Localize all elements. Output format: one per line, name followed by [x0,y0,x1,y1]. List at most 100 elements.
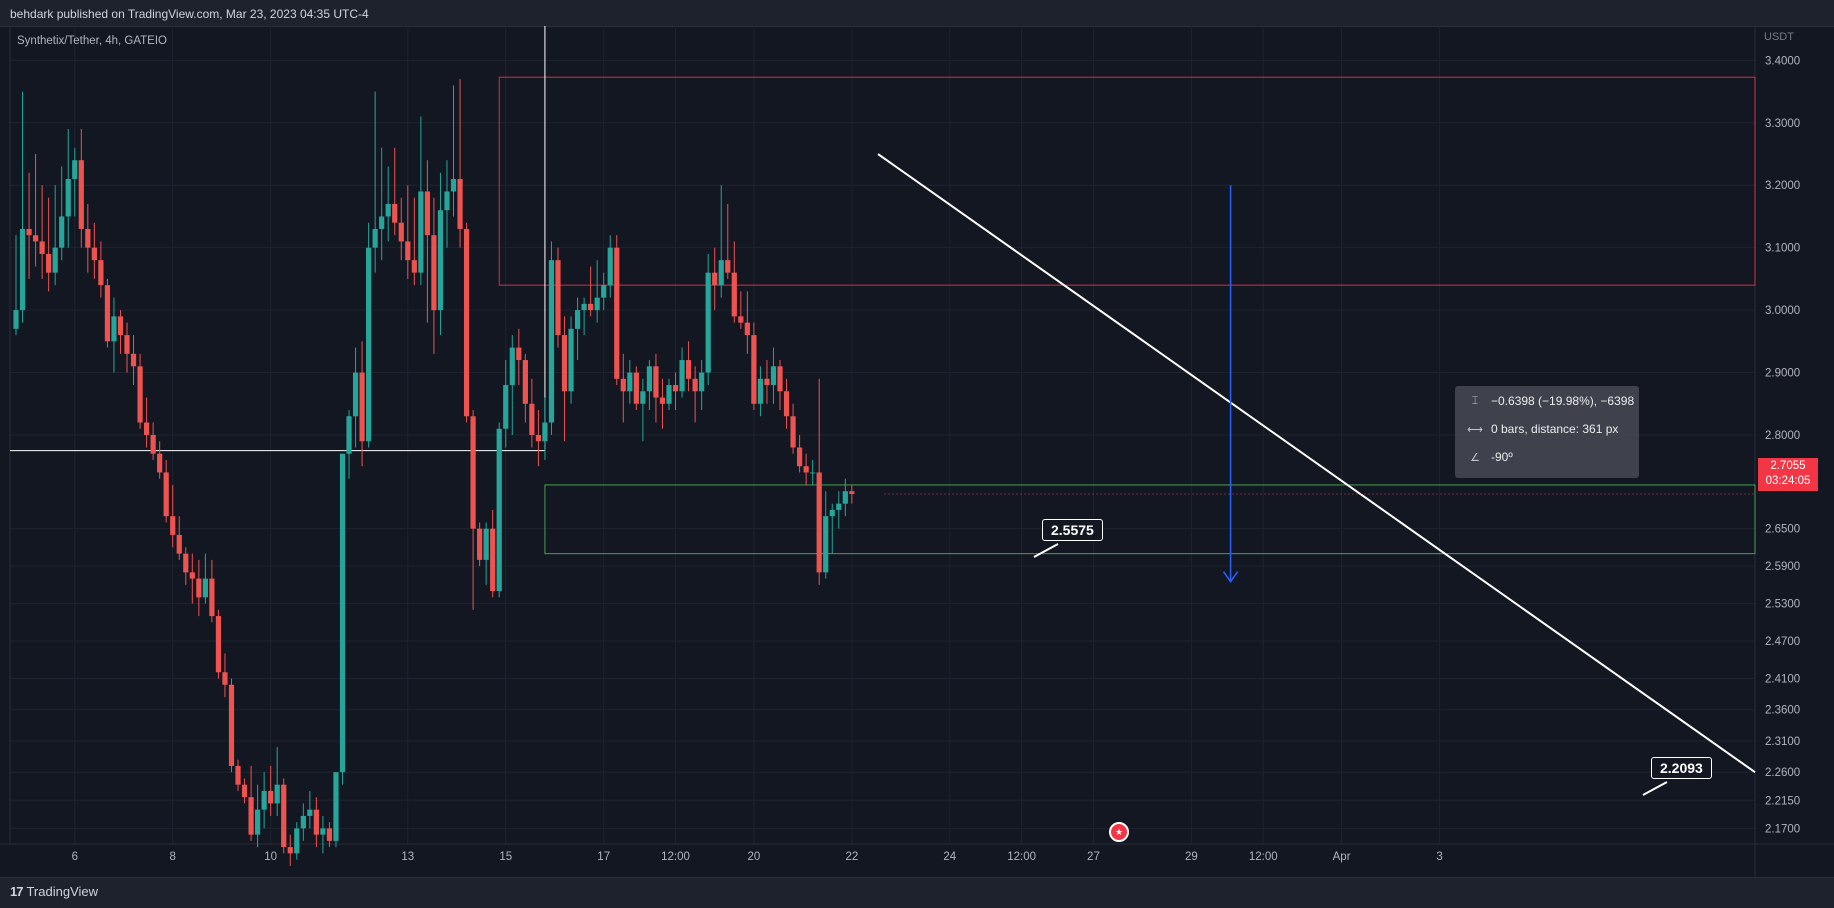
candle-down [398,222,404,242]
candle-up [379,216,385,229]
candle-down [490,528,496,592]
candle-down [78,160,84,229]
callout-pointer [1033,543,1059,558]
candle-down [555,260,561,336]
price-tick-label: 2.2600 [1765,767,1800,779]
candle-down [797,447,803,467]
publish-info: behdark published on TradingView.com, Ma… [10,7,369,21]
candle-up [666,385,672,404]
candle-down [189,572,195,579]
candle-up [601,285,607,298]
last-price-tag: 2.7055 03:24:05 [1758,458,1818,491]
candle-down [26,228,32,236]
candle-up [59,216,65,248]
price-tick-label: 2.1700 [1765,823,1800,835]
candle-up [548,260,555,423]
candle-up [13,310,19,329]
candle-down [150,435,156,454]
candle-down [268,790,274,804]
price-tick-label: 2.4100 [1765,674,1800,686]
candle-up [646,366,653,392]
candle-up [255,809,261,835]
candle-down [777,366,783,392]
price-tick-label: 2.8000 [1765,430,1800,442]
candle-up [320,828,326,835]
candle-down [137,366,143,423]
us-flag-icon[interactable]: ★ [1109,822,1129,842]
price-tick-label: 3.4000 [1765,55,1800,67]
candle-down [392,203,398,223]
candle-down [424,191,430,236]
time-tick-label: 13 [401,851,414,863]
candle-up [574,310,581,329]
candle-up [346,416,352,454]
candle-up [679,360,685,392]
candle-up [294,828,300,854]
candle-up [842,491,848,504]
time-tick-label: 3 [1436,851,1442,863]
last-price-value: 2.7055 [1770,460,1806,472]
candle-down [170,516,176,535]
time-tick-label: 12:00 [1007,851,1036,863]
candle-down [516,347,522,361]
candle-up [607,247,613,286]
candle-down [144,422,150,435]
time-tick-label: 22 [845,851,858,863]
candle-down [751,335,757,404]
candle-up [640,391,646,404]
measure-price-change: −0.6398 (−19.98%), −6398 [1491,394,1635,408]
price-tick-label: 2.3600 [1765,705,1800,717]
candle-down [522,360,528,404]
price-tick-label: 3.1000 [1765,243,1800,255]
candle-up [372,228,378,248]
candle-up [509,347,515,386]
candle-down [633,372,639,404]
price-tick-label: 2.2150 [1765,795,1800,807]
candle-up [444,191,450,211]
time-tick-label: 27 [1087,851,1100,863]
candle-down [725,260,731,273]
candle-down [849,491,855,495]
tradingview-logo[interactable]: 17 TradingView [10,884,98,899]
candle-down [431,235,437,311]
candle-down [411,260,417,273]
candle-down [692,378,698,392]
candle-down [163,472,169,517]
candle-down [816,472,822,573]
candle-down [157,453,163,473]
candle-up [718,260,724,286]
candle-down [235,765,241,785]
candle-down [281,784,287,848]
candle-up [333,772,339,841]
price-callout-2[interactable]: 2.2093 [1651,757,1712,779]
measure-tooltip: ⌶ −0.6398 (−19.98%), −6398 ⟷ 0 bars, dista… [1455,386,1639,478]
time-tick-label: 10 [264,851,277,863]
candle-down [405,241,411,261]
candle-up [810,472,816,474]
candle-down [196,578,202,598]
price-tick-label: 2.5900 [1765,561,1800,573]
candle-up [594,297,600,311]
time-tick-label: Apr [1333,851,1351,863]
time-tick-label: 8 [170,851,176,863]
bar-range-icon: ⟷ [1467,423,1483,436]
candle-down [209,578,215,617]
price-tick-label: 2.5300 [1765,599,1800,611]
price-callout-1[interactable]: 2.5575 [1042,519,1103,541]
candle-up [202,578,208,598]
candle-down [653,366,659,398]
candle-up [699,372,705,392]
candle-up [450,178,457,192]
candle-down [457,178,463,229]
trend-line [877,153,1756,774]
candle-up [19,228,26,311]
symbol-legend[interactable]: Synthetix/Tether, 4h, GATEIO [17,35,167,47]
candle-down [32,235,39,242]
callout-pointer [1642,781,1668,796]
price-chart[interactable]: USDT 3.4000 3.3000 3.2000 3.1000 3.0000 2.9000… [0,26,1834,877]
candle-up [72,160,78,179]
price-tick-label: 2.4700 [1765,636,1800,648]
tradingview-logo-icon: 17 [10,884,24,899]
candle-up [339,453,346,773]
price-axis-currency: USDT [1764,31,1794,43]
